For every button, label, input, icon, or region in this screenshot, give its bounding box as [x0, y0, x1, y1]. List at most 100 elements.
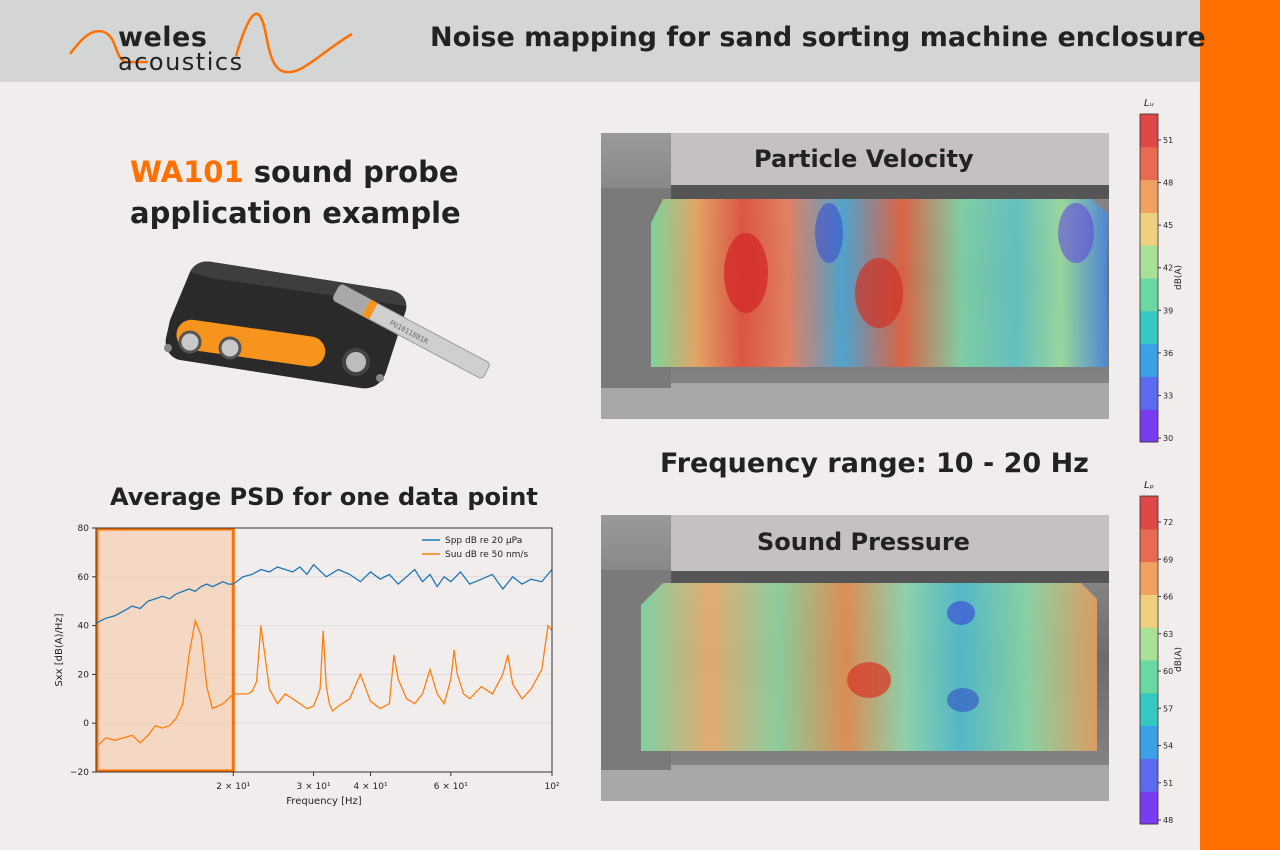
hotspot-2 [855, 258, 903, 328]
colorbar-tick-label: 48 [1163, 179, 1173, 188]
colorbar-tick-label: 60 [1163, 667, 1173, 676]
colorbar-segment [1140, 212, 1158, 246]
y-tick-label: −20 [70, 768, 89, 778]
screw-right [376, 374, 384, 382]
colorbar-segment [1140, 660, 1158, 694]
frequency-range-highlight [95, 527, 235, 773]
colorbar-tick-label: 36 [1163, 349, 1173, 358]
bnc-connector-2 [218, 336, 242, 360]
colorbar-segment [1140, 179, 1158, 213]
particle-velocity-map [601, 133, 1109, 419]
colorbar-tick-label: 30 [1163, 434, 1173, 443]
probe-orange-panel [176, 319, 326, 367]
psd-chart-title: Average PSD for one data point [110, 483, 538, 511]
particle-velocity-colorbar: Lᵤ 51 48 45 42 39 36 33 30 dB(A) [1130, 98, 1190, 448]
colorbar-segment [1140, 245, 1158, 279]
logo-word-acoustics: acoustics [118, 48, 244, 76]
colorbar-segment [1140, 376, 1158, 410]
colorbar-unit: dB(A) [1174, 264, 1184, 290]
x-tick-label: 3 × 10¹ [297, 782, 331, 792]
colorbar-symbol-lp: Lₚ [1144, 480, 1154, 491]
x-axis-label: Frequency [Hz] [286, 796, 362, 807]
enclosure-band [671, 185, 1109, 199]
coldspot-1 [947, 601, 975, 625]
x-tick-label: 4 × 10¹ [354, 782, 388, 792]
colorbar-tick-label: 39 [1163, 306, 1173, 315]
colorbar-segment [1140, 278, 1158, 312]
colorbar-segment [1140, 496, 1158, 530]
probe-device-image: PU1011801R [164, 261, 490, 389]
enclosure-top [671, 515, 1109, 575]
colorbar-segment [1140, 594, 1158, 628]
x-tick-label: 6 × 10¹ [434, 782, 468, 792]
colorbar-segment [1140, 725, 1158, 759]
x-tick-label: 2 × 10¹ [216, 782, 250, 792]
intro-line1: sound probe [243, 155, 459, 189]
colorbar-segment [1140, 409, 1158, 443]
colorbar-tick-label: 42 [1163, 264, 1173, 273]
y-axis-label: Sxx [dB(A)/Hz] [54, 613, 65, 686]
colorbar-segment [1140, 692, 1158, 727]
colorbar-tick-label: 69 [1163, 555, 1173, 564]
frequency-range-label: Frequency range: 10 - 20 Hz [660, 448, 1089, 479]
roof-ground [601, 765, 1109, 801]
colorbar-tick-label: 48 [1163, 816, 1173, 825]
wave-logo-icon [69, 12, 353, 74]
colorbar-frame [1139, 113, 1159, 443]
y-tick-label: 60 [78, 573, 90, 583]
bnc-connector-1 [178, 330, 202, 354]
header-banner [0, 0, 1200, 82]
product-name: WA101 [130, 155, 244, 189]
colorbar-segment [1140, 528, 1158, 563]
coldspot-1 [815, 203, 843, 263]
intro-heading: WA101 sound probe application example [130, 152, 461, 234]
colorbar-segment [1140, 146, 1158, 181]
colorbar-tick-label: 45 [1163, 221, 1173, 230]
legend-entry: Spp dB re 20 μPa [445, 536, 522, 546]
colorbar-unit: dB(A) [1174, 646, 1184, 672]
sound-pressure-map [601, 515, 1109, 801]
particle-velocity-title: Particle Velocity [754, 145, 974, 173]
colorbar-segment [1140, 561, 1158, 595]
side-accent-bar [1200, 0, 1280, 850]
weles-acoustics-logo[interactable]: weles acoustics [60, 4, 360, 78]
spp-series-line [95, 563, 553, 624]
suu-series-line [95, 618, 553, 749]
colorbar-segment [1140, 343, 1158, 377]
colorbar-tick-label: 72 [1163, 518, 1173, 527]
enclosure-band [671, 571, 1109, 583]
screw-left [164, 344, 172, 352]
sound-pressure-colorbar: Lₚ 72 69 66 63 60 57 54 51 48 dB(A) [1130, 480, 1190, 830]
y-tick-label: 0 [83, 719, 89, 729]
enclosure-top [671, 133, 1109, 188]
colorbar-tick-label: 57 [1163, 704, 1173, 713]
sound-pressure-title: Sound Pressure [757, 528, 970, 556]
y-tick-label: 80 [78, 524, 90, 534]
y-tick-label: 20 [78, 670, 90, 680]
plot-frame [95, 527, 553, 773]
hotspot-1 [724, 233, 768, 313]
coldspot-2 [947, 688, 979, 712]
colorbar-tick-label: 51 [1163, 779, 1173, 788]
colorbar-segment [1140, 114, 1158, 148]
colorbar-tick-label: 33 [1163, 391, 1173, 400]
psd-chart: 80 60 40 20 0 −20 2 × 10¹ 3 × 10¹ 4 × 10¹ 6 × 10¹… [54, 524, 560, 807]
hotspot-1 [847, 662, 891, 698]
page-title: Noise mapping for sand sorting machine e… [430, 22, 1206, 53]
coldspot-2 [1058, 203, 1094, 263]
logo-word-weles: weles [118, 22, 208, 53]
colorbar-tick-label: 66 [1163, 593, 1173, 602]
legend-entry: Suu dB re 50 nm/s [445, 550, 528, 560]
colorbar-segment [1140, 310, 1158, 345]
colorbar-segment [1140, 627, 1158, 661]
y-tick-label: 40 [78, 622, 90, 632]
x-tick-label: 10² [544, 782, 559, 792]
chart-legend: Spp dB re 20 μPa Suu dB re 50 nm/s [422, 536, 528, 560]
colorbar-segment [1140, 791, 1158, 825]
colorbar-frame [1139, 495, 1159, 825]
colorbar-segment [1140, 758, 1158, 792]
colorbar-tick-label: 51 [1163, 136, 1173, 145]
roof-ground [601, 383, 1109, 419]
colorbar-tick-label: 63 [1163, 630, 1173, 639]
intro-line2: application example [130, 196, 461, 230]
